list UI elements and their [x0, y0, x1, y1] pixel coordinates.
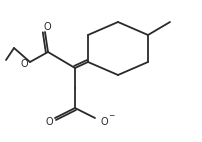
Text: −: −: [108, 111, 114, 121]
Text: O: O: [100, 117, 108, 127]
Text: O: O: [45, 117, 53, 127]
Text: O: O: [43, 22, 51, 32]
Text: O: O: [20, 59, 28, 69]
